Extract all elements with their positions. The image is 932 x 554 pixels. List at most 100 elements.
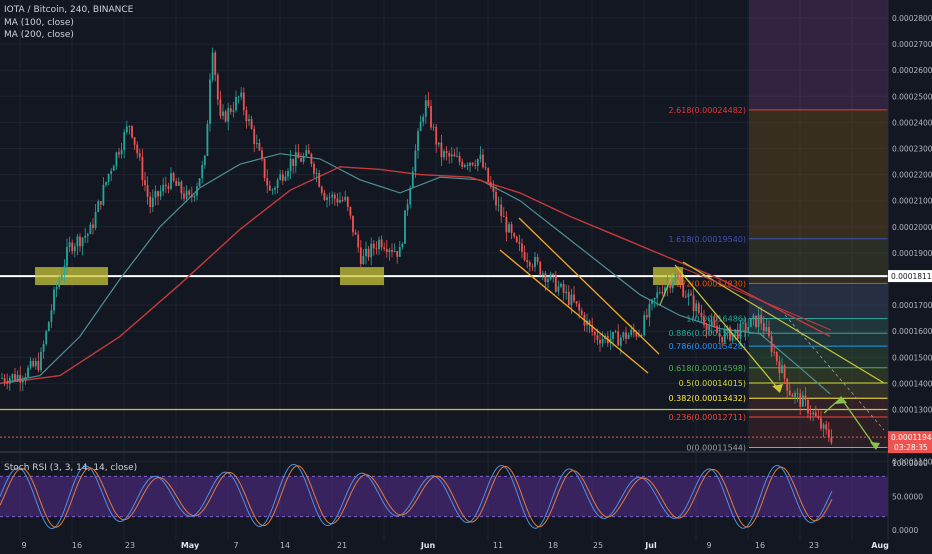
horizontal-lines[interactable] bbox=[0, 275, 888, 438]
candle-body bbox=[424, 100, 427, 117]
current-price-label: 0.00011944 bbox=[891, 433, 932, 442]
candle-body bbox=[435, 126, 438, 145]
candle-body bbox=[159, 191, 162, 197]
candle-body bbox=[742, 322, 744, 324]
candle-body bbox=[193, 195, 196, 198]
candle-body bbox=[432, 126, 435, 128]
candle-body bbox=[456, 155, 458, 157]
candle-body bbox=[614, 331, 617, 333]
candle-body bbox=[427, 100, 430, 107]
candle-body bbox=[136, 144, 139, 154]
candle-body bbox=[6, 381, 9, 384]
candle-body bbox=[453, 154, 456, 157]
candle-body bbox=[216, 74, 219, 100]
candle-body bbox=[92, 224, 94, 229]
countdown-label: 03:28:35 bbox=[894, 443, 928, 452]
stoch-k-line bbox=[0, 463, 833, 530]
candle-body bbox=[289, 158, 292, 172]
candle-body bbox=[307, 150, 310, 154]
candle-body bbox=[359, 247, 362, 265]
candle-body bbox=[669, 282, 672, 289]
candle-body bbox=[825, 424, 828, 430]
candle-body bbox=[11, 374, 14, 379]
candle-body bbox=[552, 273, 555, 275]
candle-body bbox=[375, 248, 378, 250]
candle-body bbox=[721, 336, 724, 343]
fib-band bbox=[749, 346, 888, 368]
fib-level-label: 1(0.00016486) bbox=[686, 315, 746, 324]
candle-body bbox=[817, 416, 820, 419]
candle-body bbox=[653, 297, 656, 300]
candle-body bbox=[502, 216, 505, 218]
candle-body bbox=[105, 182, 107, 185]
candle-body bbox=[513, 233, 516, 237]
candle-body bbox=[112, 166, 115, 171]
candle-body bbox=[619, 337, 622, 346]
current-price-tag bbox=[888, 431, 932, 454]
candle-body bbox=[336, 198, 339, 203]
candle-body bbox=[149, 196, 152, 207]
candle-body bbox=[487, 168, 490, 183]
candle-body bbox=[518, 242, 521, 244]
candle-body bbox=[726, 327, 729, 331]
fib-band bbox=[749, 367, 888, 384]
candle-body bbox=[752, 315, 755, 319]
candle-body bbox=[162, 184, 165, 192]
candle-body bbox=[34, 360, 37, 367]
candle-body bbox=[820, 418, 822, 429]
trend-drawings[interactable] bbox=[499, 217, 885, 450]
candle-body bbox=[682, 283, 685, 297]
stoch-rsi-legend[interactable]: Stoch RSI (3, 3, 14, 14, close) bbox=[4, 463, 138, 473]
candle-body bbox=[716, 325, 718, 334]
candle-body bbox=[357, 234, 360, 248]
candle-body bbox=[261, 150, 263, 159]
candle-body bbox=[812, 412, 815, 415]
candle-body bbox=[814, 412, 817, 417]
candle-body bbox=[770, 336, 773, 352]
candle-body bbox=[749, 318, 752, 327]
candle-body bbox=[430, 106, 432, 128]
time-tick-label: 16 bbox=[755, 541, 765, 550]
candle-body bbox=[185, 190, 188, 199]
candle-body bbox=[253, 128, 256, 144]
candle-body bbox=[73, 246, 76, 252]
candle-body bbox=[801, 395, 804, 407]
candle-body bbox=[536, 257, 539, 262]
time-tick-label: 14 bbox=[280, 541, 290, 550]
rsi-tick-label: 100.0000 bbox=[892, 459, 928, 468]
candle-body bbox=[692, 295, 695, 312]
candle-body bbox=[144, 180, 146, 186]
fib-band bbox=[749, 333, 888, 347]
candle-body bbox=[76, 236, 79, 247]
ma100-legend[interactable]: MA (100, close) bbox=[4, 18, 74, 28]
candle-body bbox=[94, 211, 97, 229]
stoch-d-line bbox=[0, 465, 833, 528]
candle-body bbox=[63, 266, 66, 275]
candle-body bbox=[255, 142, 258, 144]
candle-body bbox=[807, 399, 809, 414]
candle-body bbox=[287, 171, 289, 177]
ma200-line bbox=[0, 166, 831, 385]
candle-body bbox=[796, 392, 799, 394]
candle-body bbox=[599, 339, 601, 344]
support-zone bbox=[35, 267, 108, 286]
candle-body bbox=[495, 191, 497, 206]
candle-body bbox=[258, 142, 261, 151]
candle-body bbox=[489, 182, 492, 187]
symbol-legend[interactable]: IOTA / Bitcoin, 240, BINANCE bbox=[4, 5, 134, 15]
ma200-legend[interactable]: MA (200, close) bbox=[4, 30, 74, 40]
candle-body bbox=[710, 321, 713, 326]
candle-body bbox=[736, 329, 739, 339]
candle-body bbox=[209, 79, 211, 124]
candle-body bbox=[554, 274, 557, 292]
candle-body bbox=[411, 171, 414, 188]
candle-body bbox=[180, 181, 183, 194]
candle-body bbox=[16, 374, 19, 381]
candle-body bbox=[365, 248, 367, 256]
ma100-line bbox=[0, 153, 831, 395]
green-arrow-head bbox=[870, 442, 880, 450]
candle-body bbox=[638, 335, 640, 337]
candle-body bbox=[484, 167, 487, 169]
